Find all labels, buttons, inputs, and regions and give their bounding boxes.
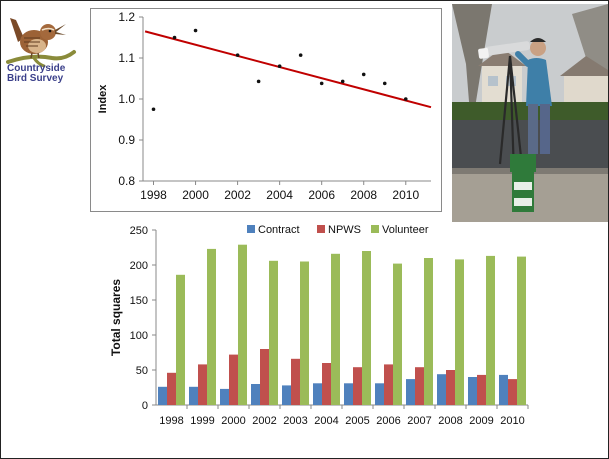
logo-text: Countryside Bird Survey — [7, 64, 87, 84]
y-tick-label: 0.9 — [118, 133, 135, 147]
legend-swatch-contract — [247, 225, 255, 233]
bar-npws — [508, 379, 517, 405]
data-point — [319, 81, 324, 86]
data-point — [256, 79, 261, 84]
y-tick-label: 200 — [130, 260, 148, 272]
bar-volunteer — [207, 248, 216, 405]
bar-volunteer — [238, 244, 247, 405]
legend-swatch-npws — [317, 225, 325, 233]
data-point — [340, 79, 345, 84]
bar-npws — [415, 367, 424, 405]
index-trend-chart-svg: 0.8 0.9 1.0 1.1 1.2 1998 2000 2002 2004 2006 2008 2… — [97, 10, 432, 202]
legend-label-npws: NPWS — [328, 224, 361, 236]
x-tick-label: 1998 — [140, 188, 167, 202]
bar-volunteer — [393, 263, 402, 405]
bar-npws — [167, 372, 176, 405]
bar-volunteer — [517, 256, 526, 405]
y-tick-label: 0 — [142, 400, 148, 412]
bar-npws — [198, 364, 207, 405]
x-tick-label: 2009 — [469, 415, 493, 427]
photo-illustration — [452, 4, 608, 222]
x-tick-label: 2010 — [392, 188, 419, 202]
bar-contract — [220, 388, 229, 405]
x-tick-label: 1998 — [159, 415, 183, 427]
bar-volunteer — [269, 260, 278, 405]
legend-label-contract: Contract — [258, 224, 300, 236]
bar-npws — [322, 363, 331, 405]
bar-contract — [313, 383, 322, 405]
x-tick-label: 1999 — [190, 415, 214, 427]
bar-contract — [251, 384, 260, 405]
data-point — [151, 107, 156, 112]
volunteer-surveyor-photo — [452, 4, 608, 222]
x-tick-label: 2004 — [314, 415, 338, 427]
bar-contract — [189, 386, 198, 405]
bar-contract — [499, 374, 508, 405]
wren-bird-icon — [6, 18, 76, 68]
bar-contract — [468, 377, 477, 405]
x-tick-label: 2000 — [182, 188, 209, 202]
x-tick-label: 2005 — [345, 415, 369, 427]
bar-contract — [375, 383, 384, 405]
x-tick-label: 2007 — [407, 415, 431, 427]
bar-contract — [158, 386, 167, 405]
bar-volunteer — [300, 261, 309, 405]
logo-text-line1: Countryside — [7, 63, 66, 74]
x-tick-label: 2008 — [350, 188, 377, 202]
trendline — [144, 30, 432, 109]
y-tick-label: 1.1 — [118, 51, 135, 65]
bar-volunteer — [176, 274, 185, 405]
y-tick-label: 150 — [130, 295, 148, 307]
x-tick-label: 2002 — [252, 415, 276, 427]
total-squares-chart: 0 50 100 150 200 250 Total squares 1998 1999 2000… — [96, 220, 536, 440]
data-point — [361, 72, 366, 77]
x-tick-label: 2006 — [308, 188, 335, 202]
bar-volunteer — [362, 251, 371, 405]
data-point — [298, 53, 303, 57]
bar-npws — [291, 358, 300, 405]
y-tick-label: 1.0 — [118, 92, 135, 106]
data-point — [235, 53, 240, 57]
bar-npws — [353, 367, 362, 405]
bar-npws — [384, 364, 393, 405]
bar-contract — [282, 385, 291, 405]
bar-volunteer — [455, 259, 464, 405]
y-tick-label: 0.8 — [118, 174, 135, 188]
bar-volunteer — [486, 255, 495, 405]
y-tick-label: 1.2 — [118, 10, 135, 24]
x-tick-label: 2000 — [221, 415, 245, 427]
data-point — [277, 64, 282, 68]
y-tick-label: 50 — [136, 365, 148, 377]
x-tick-label: 2008 — [438, 415, 462, 427]
data-point — [172, 35, 177, 40]
index-trend-chart: 0.8 0.9 1.0 1.1 1.2 1998 2000 2002 2004 2006 2008 2… — [90, 8, 442, 212]
data-point — [403, 97, 408, 101]
x-tick-label: 2010 — [500, 415, 524, 427]
x-tick-label: 2002 — [224, 188, 251, 202]
countryside-bird-survey-logo — [4, 8, 82, 98]
bar-contract — [344, 383, 353, 405]
legend-label-volunteer: Volunteer — [382, 224, 429, 236]
bar-npws — [229, 354, 238, 405]
data-point — [193, 28, 198, 33]
bar-npws — [260, 349, 269, 405]
logo-text-line2: Bird Survey — [7, 73, 64, 84]
bar-npws — [446, 370, 455, 405]
y-tick-label: 100 — [130, 330, 148, 342]
bar-contract — [406, 379, 415, 405]
bar-volunteer — [424, 258, 433, 405]
y-axis-label: Total squares — [109, 279, 123, 356]
y-axis-label: Index — [97, 84, 109, 114]
bar-contract — [437, 374, 446, 405]
y-tick-label: 250 — [130, 225, 148, 237]
x-tick-label: 2004 — [266, 188, 293, 202]
x-tick-label: 2006 — [376, 415, 400, 427]
data-point — [382, 81, 387, 86]
bar-npws — [477, 374, 486, 405]
total-squares-chart-svg: 0 50 100 150 200 250 Total squares 1998 1999 2000… — [109, 224, 529, 427]
x-tick-label: 2003 — [283, 415, 307, 427]
legend-swatch-volunteer — [371, 225, 379, 233]
bar-volunteer — [331, 253, 340, 405]
